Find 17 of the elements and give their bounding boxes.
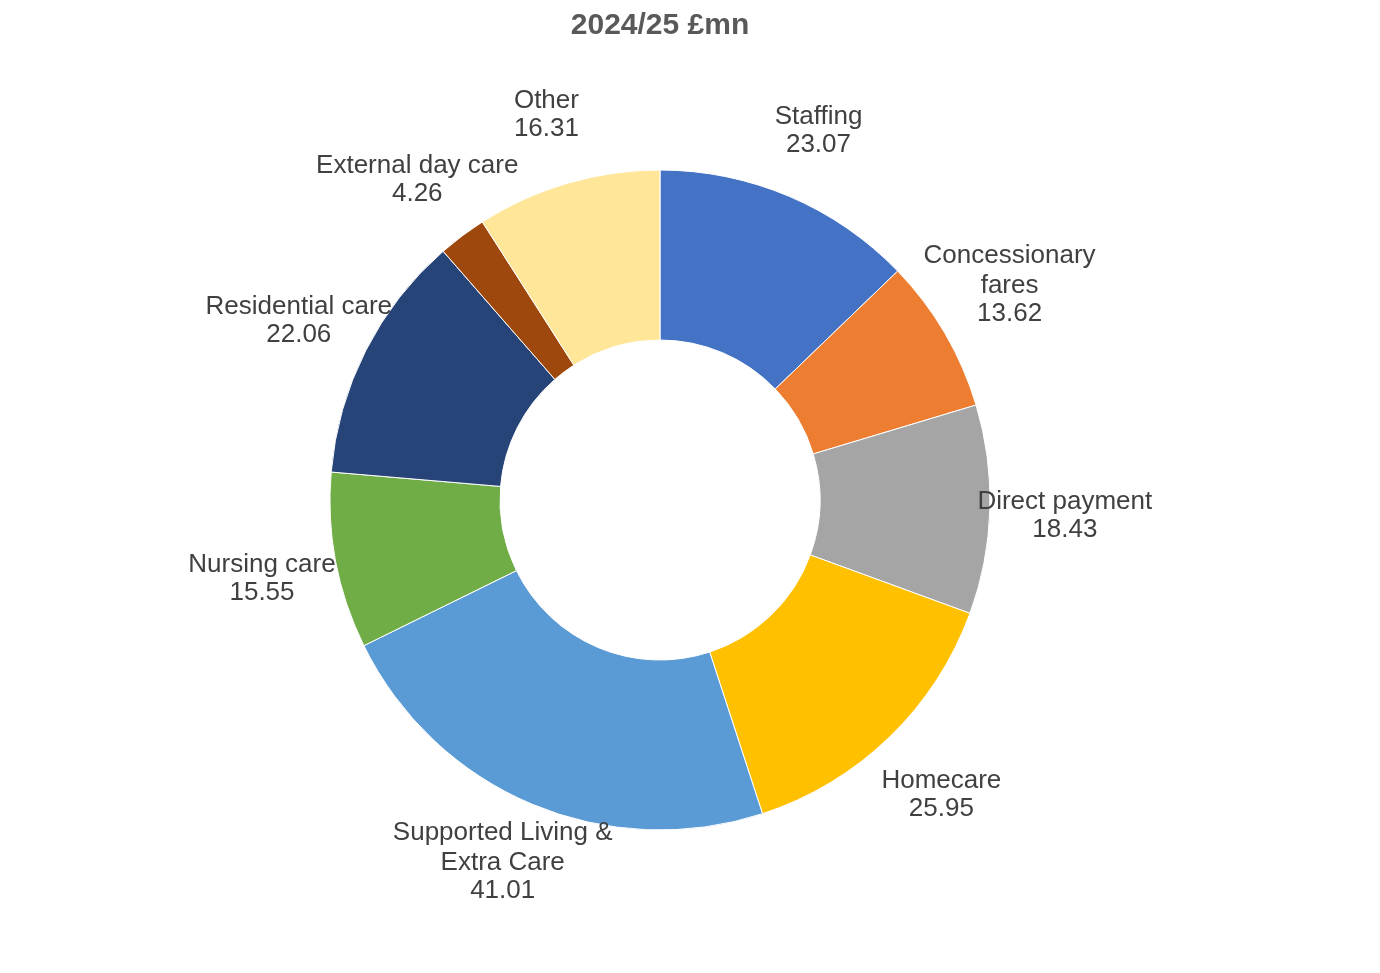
slice-label: Supported Living & Extra Care [392,816,613,877]
data-label: 13.62 [977,296,1043,327]
data-label: 41.01 [470,874,536,905]
data-label: 23.07 [785,128,852,159]
data-label: 25.95 [908,792,974,823]
slice-label: Homecare [881,764,1002,795]
slice-label: Direct payment [977,484,1154,515]
data-label: 4.26 [391,176,443,207]
slice-label: Residential care [205,289,393,320]
data-label: 16.31 [513,112,579,143]
data-label: 22.06 [266,317,332,348]
slice-label: External day care [316,148,519,179]
slice-label: Nursing care [188,547,336,578]
chart-title: 2024/25 £mn [570,7,750,40]
slice-label: Other [513,84,580,115]
slice-label: Concessionary fares [923,238,1096,299]
slice-label: Staffing [774,100,863,131]
